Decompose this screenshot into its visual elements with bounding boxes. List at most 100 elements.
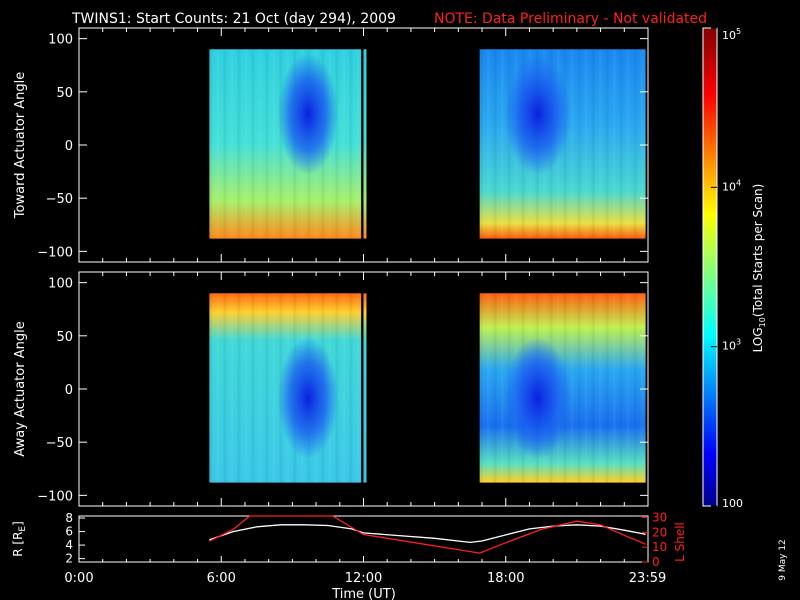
x-tick-label: 23:59 [629,571,666,586]
heatmap-stripe [349,49,353,239]
y-tick-label: 50 [56,330,73,345]
heatmap-stripe [612,49,616,239]
heatmap-stripe [577,49,581,239]
heatmap-stripe [216,293,220,483]
y-tick-label: −100 [37,489,73,504]
heatmap-low-region [277,337,339,459]
heatmap-stripe [335,49,339,239]
heatmap-stripe [570,293,574,483]
panel-toward-ylabel: Toward Actuator Angle [13,72,28,219]
heatmap-stripe [640,49,644,239]
heatmap-stripe [230,293,234,483]
heatmap-stripe [633,49,637,239]
heatmap-stripe [342,49,346,239]
heatmap-stripe [237,49,241,239]
colorbar-label: LOG10(Total Starts per Scan) [751,184,767,353]
heatmap-stripe [251,49,255,239]
colorbar-ticks: 105 104 103 100 [711,27,743,510]
heatmap-stripe [216,49,220,239]
heatmap-stripe [619,293,623,483]
heatmap-stripe [244,293,248,483]
x-tick-label: 18:00 [487,571,524,586]
panel-toward-yticks: 100 50 0 −50 −100 [37,28,649,262]
heatmap-stripe [223,293,227,483]
heatmap-stripe [251,293,255,483]
heatmap-stripe [237,293,241,483]
panel-orbit-frame [78,515,649,563]
heatmap-stripe [265,49,269,239]
heatmap-stripe [230,49,234,239]
heatmap-stripe [584,293,588,483]
x-axis-ticks: 0:00 6:00 12:00 18:00 23:59 [64,571,666,586]
heatmap-stripe [598,49,602,239]
heatmap-stripe [265,293,269,483]
left-tick-label: 6 [65,525,73,539]
heatmap-stripe [258,293,262,483]
colorbar-tick-label: 104 [722,178,741,193]
x-axis-label: Time (UT) [331,587,396,600]
heatmap-stripe [342,293,346,483]
heatmap-stripe [272,293,276,483]
y-tick-label: 100 [48,33,73,48]
heatmap-stripe [584,49,588,239]
right-tick-label: 10 [652,540,667,554]
y-tick-label: 100 [48,277,73,292]
heatmap-stripe [640,293,644,483]
y-tick-label: 0 [65,383,73,398]
preliminary-note: NOTE: Data Preliminary - Not validated [434,11,707,27]
heatmap-segment [363,49,367,239]
heatmap-stripe [577,293,581,483]
y-tick-label: −100 [37,245,73,260]
heatmap-stripe [258,49,262,239]
right-tick-label: 30 [652,510,667,524]
heatmap-stripe [633,293,637,483]
heatmap-stripe [486,49,490,239]
colorbar-scale [702,27,718,507]
heatmap-stripe [598,293,602,483]
heatmap-stripe [493,293,497,483]
x-tick-label: 12:00 [345,571,382,586]
left-tick-label: 4 [65,538,73,552]
panel-away-ylabel: Away Actuator Angle [13,321,28,456]
date-stamp: 9 May 12 [778,539,788,581]
heatmap-stripe [486,293,490,483]
heatmap-stripe [209,293,213,483]
chart-title: TWINS1: Start Counts: 21 Oct (day 294), … [71,11,396,27]
heatmap-low-region [277,53,339,175]
heatmap-stripe [591,49,595,239]
right-tick-label: 0 [652,555,660,569]
colorbar-tick-label: 105 [722,27,741,42]
heatmap-stripe [605,49,609,239]
heatmap-stripe [244,49,248,239]
heatmap-stripe [570,49,574,239]
panel-orbit-lines [209,515,646,554]
y-tick-label: 0 [65,139,73,154]
radius-line [209,524,646,544]
heatmap-stripe [605,293,609,483]
panel-toward-heatmap [209,49,646,239]
heatmap-segment [363,293,367,483]
l-shell-line [209,515,646,554]
colorbar-tick-label: 103 [722,338,741,353]
heatmap-stripe [349,293,353,483]
heatmap-stripe [356,49,360,239]
heatmap-stripe [493,49,497,239]
left-tick-label: 8 [65,511,73,525]
panel-toward: 100 50 0 −50 −100 Toward Actuator Angle [13,27,649,263]
left-tick-label: 2 [65,552,73,566]
heatmap-stripe [612,293,616,483]
panel-away-heatmap [209,293,646,483]
heatmap-stripe [500,49,504,239]
heatmap-stripe [479,49,483,239]
heatmap-stripe [619,49,623,239]
heatmap-stripe [591,293,595,483]
panel-orbit-ylabel-right: L Shell [673,522,687,562]
heatmap-stripe [500,293,504,483]
colorbar: 105 104 103 100 LOG10(Total Starts per Scan… [702,27,767,510]
y-tick-label: −50 [46,192,73,207]
right-tick-label: 20 [652,525,667,539]
heatmap-stripe [479,293,483,483]
